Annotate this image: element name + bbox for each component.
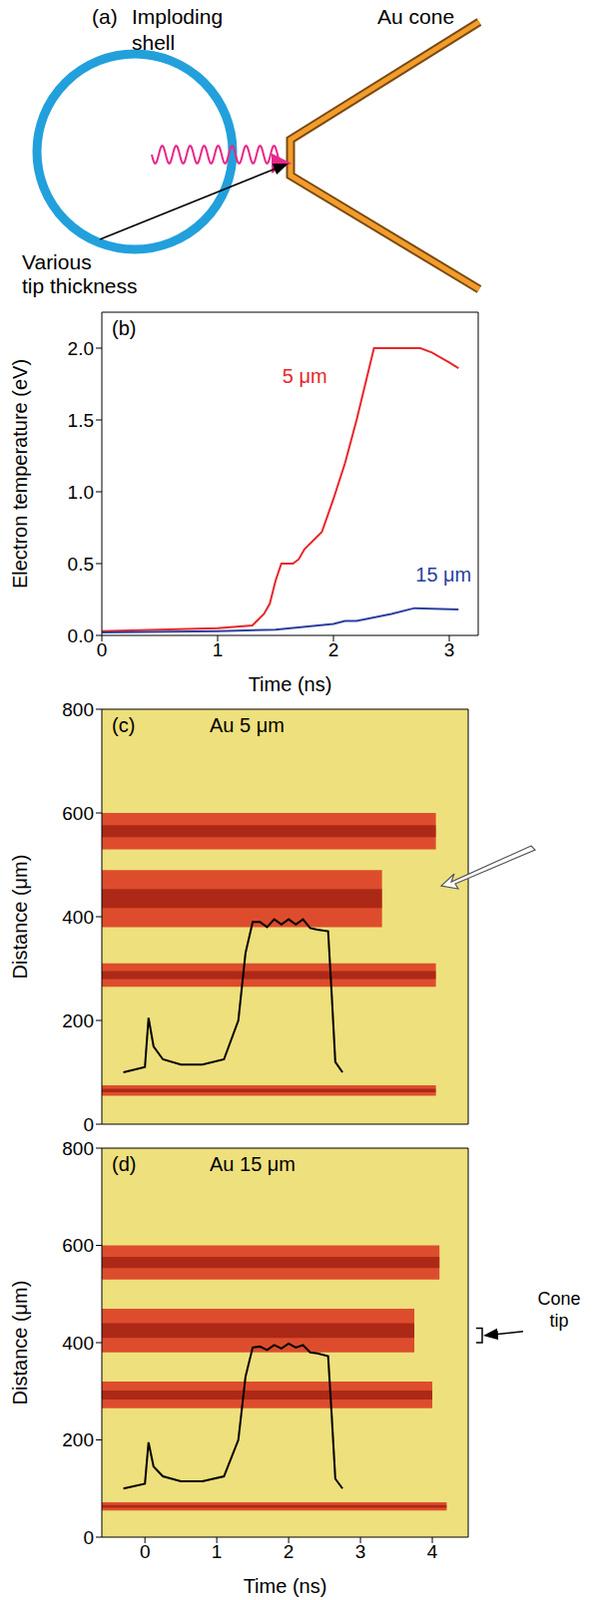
html-text:Au 5 μm: Au 5 μm (209, 714, 285, 737)
svg-text:200: 200 (61, 1011, 94, 1033)
svg-text:800: 800 (61, 699, 94, 721)
svg-text:Imploding: Imploding (131, 4, 223, 28)
svg-text:3: 3 (355, 1542, 367, 1564)
svg-text:(a): (a) (91, 4, 118, 28)
svg-text:tip thickness: tip thickness (21, 274, 138, 298)
svg-text:4: 4 (427, 1542, 439, 1564)
svg-text:shell: shell (131, 30, 175, 54)
svg-text:2: 2 (328, 639, 340, 661)
svg-text:Distance (μm): Distance (μm) (8, 1281, 31, 1407)
html-text:Au 15 μm: Au 15 μm (209, 1154, 296, 1177)
svg-text:0: 0 (82, 1528, 94, 1550)
svg-text:1.0: 1.0 (67, 482, 94, 504)
svg-text:Au cone: Au cone (377, 4, 455, 28)
svg-text:200: 200 (61, 1430, 94, 1452)
svg-text:400: 400 (61, 1333, 94, 1355)
svg-text:0: 0 (96, 639, 108, 661)
svg-text:Electron temperature (eV): Electron temperature (eV) (8, 359, 31, 590)
svg-text:3: 3 (444, 639, 456, 661)
html-text:(b): (b) (111, 317, 137, 340)
svg-text:800: 800 (61, 1139, 94, 1161)
html-text:Cone tip: Cone tip (537, 1289, 581, 1332)
svg-text:Time (ns): Time (ns) (243, 1576, 328, 1599)
svg-text:600: 600 (61, 1235, 94, 1257)
svg-text:0: 0 (82, 1115, 94, 1137)
svg-text:0.0: 0.0 (67, 625, 94, 647)
svg-text:2: 2 (283, 1542, 295, 1564)
svg-text:1.5: 1.5 (67, 410, 94, 432)
svg-text:Various: Various (21, 250, 92, 274)
html-text:(d): (d) (111, 1154, 137, 1177)
svg-text:Time (ns): Time (ns) (248, 673, 333, 696)
svg-text:400: 400 (61, 907, 94, 929)
svg-text:600: 600 (61, 803, 94, 825)
html-text:(c): (c) (111, 714, 136, 737)
svg-text:2.0: 2.0 (67, 338, 94, 360)
svg-text:1: 1 (211, 1542, 223, 1564)
svg-text:15 μm: 15 μm (415, 564, 472, 587)
svg-text:5 μm: 5 μm (282, 365, 328, 388)
svg-text:0.5: 0.5 (67, 554, 94, 576)
svg-text:0: 0 (139, 1542, 151, 1564)
svg-text:Distance (μm): Distance (μm) (8, 855, 31, 981)
svg-text:1: 1 (212, 639, 224, 661)
